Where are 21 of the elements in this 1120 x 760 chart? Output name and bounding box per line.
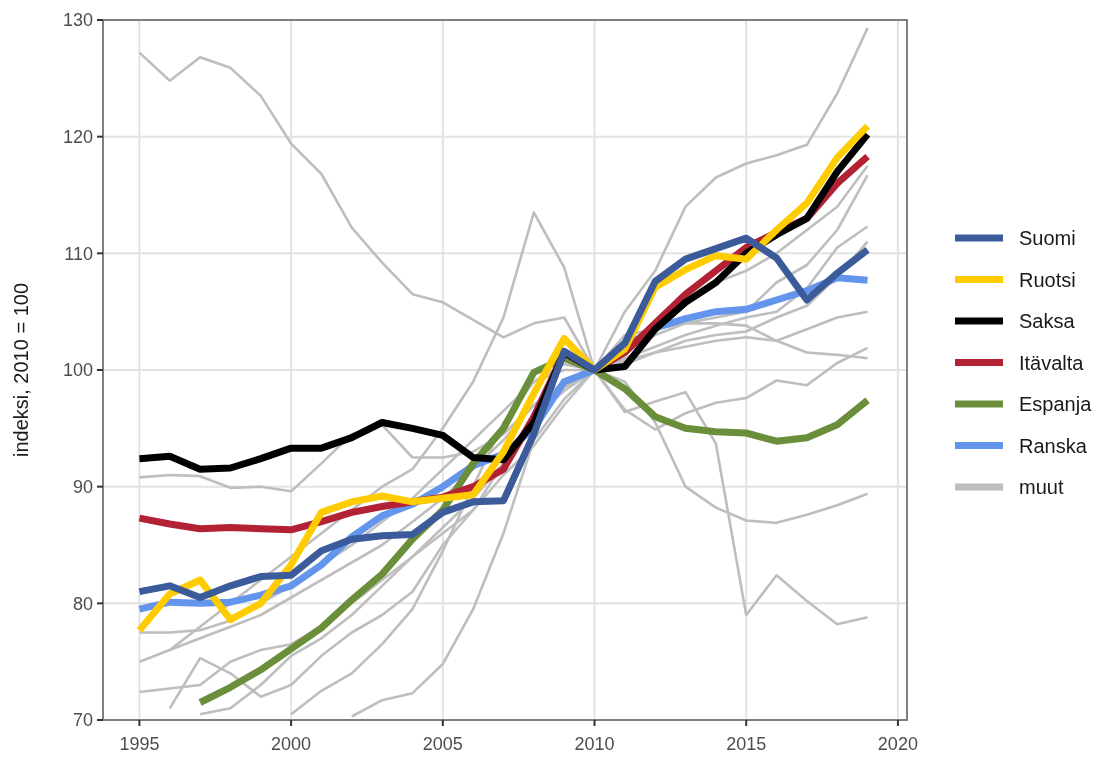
legend-label: Suomi xyxy=(1019,227,1076,249)
legend-label: Espanja xyxy=(1019,393,1093,415)
legend-label: Itävalta xyxy=(1019,351,1085,374)
legend-label: Ranska xyxy=(1019,434,1088,457)
legend-label: muut xyxy=(1019,476,1064,498)
x-tick-label: 2005 xyxy=(422,734,463,754)
y-tick-label: 120 xyxy=(62,126,93,147)
x-tick-label: 2000 xyxy=(271,734,312,754)
y-tick-label: 100 xyxy=(62,360,93,381)
x-tick-label: 2010 xyxy=(574,734,615,754)
x-tick-label: 1995 xyxy=(119,734,160,754)
x-tick-label: 2015 xyxy=(726,734,767,754)
y-axis-title: indeksi, 2010 = 100 xyxy=(10,282,32,458)
x-tick-label: 2020 xyxy=(877,734,918,754)
y-tick-label: 90 xyxy=(72,476,93,497)
legend-label: Ruotsi xyxy=(1019,268,1076,291)
y-tick-label: 80 xyxy=(72,593,93,614)
legend-label: Saksa xyxy=(1019,310,1076,332)
y-tick-label: 70 xyxy=(72,710,93,731)
y-tick-label: 110 xyxy=(64,243,93,264)
y-tick-label: 130 xyxy=(62,10,93,31)
